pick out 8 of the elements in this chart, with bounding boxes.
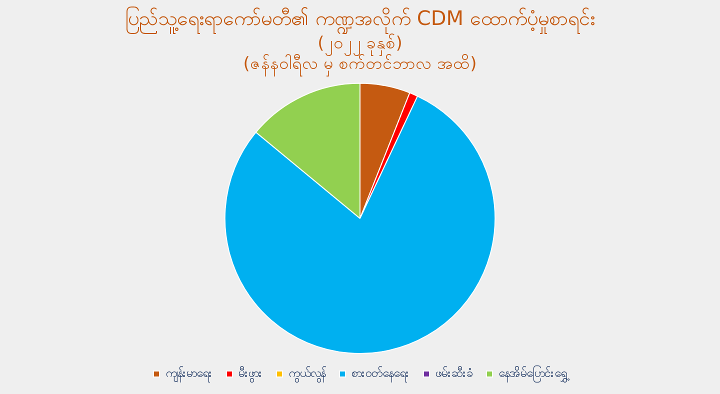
chart-title: ပြည်သူ့ရေးရာကော်မတီ၏ ကဏ္ဍအလိုက် CDM ထောက်ပံ့မှုစာရင်း: [125, 6, 595, 34]
legend-label: စားဝတ်နေရေး: [352, 365, 410, 384]
legend-label: ဖမ်းဆီးခံ: [436, 365, 472, 380]
legend-label: မီးဖွား: [238, 365, 262, 384]
legend-label: ကွယ်လွန်: [288, 365, 326, 384]
chart-subtitle: (၂၀၂၂ ခုနှစ်) (ဇန်နဝါရီလ မှ စက်တင်ဘာလ အထိ): [243, 34, 477, 78]
legend-label: နေအိမ်ပြောင်းရွှေ့: [498, 364, 570, 384]
legend-label: ကျန်းမာရေး: [166, 365, 212, 384]
